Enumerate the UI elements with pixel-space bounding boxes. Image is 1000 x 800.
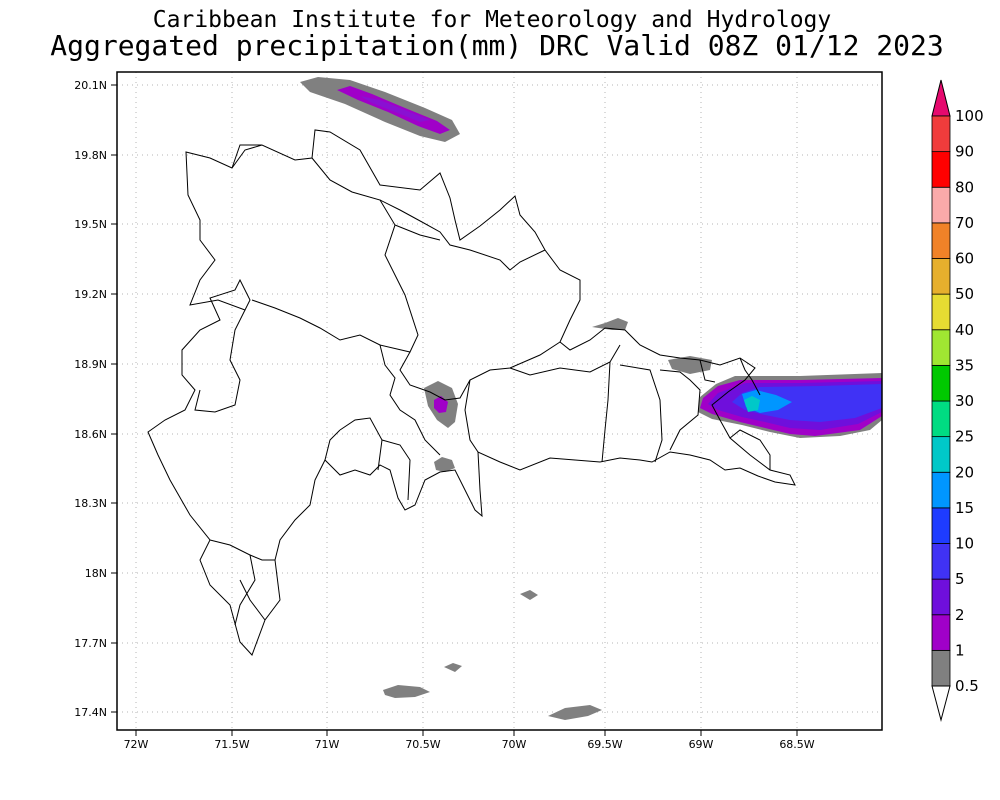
lat-tick-label: 20.1N	[74, 79, 107, 92]
precip-area-east-cyan	[744, 396, 760, 412]
precip-area-north-violet	[360, 96, 430, 122]
colorbar-swatch	[931, 578, 951, 616]
lon-axis: 72W 71.5W 71W 70.5W 70W 69.5W 69W 68.5W	[124, 730, 815, 751]
province-boundaries	[147, 129, 796, 656]
colorbar-level-label: 80	[955, 178, 974, 196]
colorbar-level-label: 2	[955, 606, 965, 624]
precip-area-gray-5	[444, 663, 462, 672]
colorbar-level-label: 50	[955, 285, 974, 303]
map-frame	[116, 71, 883, 731]
lat-axis: 20.1N 19.8N 19.5N 19.2N 18.9N 18.6N 18.3…	[74, 79, 117, 719]
precip-area-gray-4	[520, 590, 538, 600]
colorbar-swatch	[931, 507, 951, 544]
colorbar-level-label: 30	[955, 392, 974, 410]
lon-tick-label: 68.5W	[779, 738, 814, 751]
colorbar-swatch	[931, 471, 951, 509]
lon-tick-label: 69.5W	[587, 738, 622, 751]
lon-tick-label: 71.5W	[214, 738, 249, 751]
colorbar-swatch	[931, 614, 951, 651]
colorbar-swatch	[931, 400, 951, 438]
precip-area-gray-3	[434, 457, 455, 472]
colorbar-level-label: 35	[955, 356, 974, 374]
lon-tick-label: 70W	[502, 738, 527, 751]
lat-tick-label: 18.6N	[74, 428, 107, 441]
colorbar-level-label: 60	[955, 250, 974, 268]
lat-tick-label: 18.3N	[74, 497, 107, 510]
lat-tick-label: 19.5N	[74, 218, 107, 231]
colorbar-swatch	[931, 364, 951, 402]
colorbar-swatch	[931, 329, 951, 366]
precip-area-gray-1	[592, 318, 628, 330]
colorbar-level-label: 15	[955, 499, 974, 517]
colorbar-level-label: 100	[955, 107, 984, 125]
lon-tick-label: 70.5W	[405, 738, 440, 751]
lon-tick-label: 71W	[315, 738, 340, 751]
colorbar-level-label: 40	[955, 321, 974, 339]
lat-tick-label: 18.9N	[74, 358, 107, 371]
lat-tick-label: 19.8N	[74, 149, 107, 162]
colorbar-level-label: 25	[955, 428, 974, 446]
colorbar-bottom-arrow	[931, 685, 951, 722]
product-title: Aggregated precipitation(mm) DRC Valid 0…	[50, 29, 943, 62]
colorbar-swatch	[931, 293, 951, 331]
colorbar-swatch	[931, 543, 951, 580]
colorbar-swatch	[931, 436, 951, 473]
colorbar-level-label: 70	[955, 214, 974, 232]
map-panel: 20.1N 19.8N 19.5N 19.2N 18.9N 18.6N 18.3…	[74, 71, 883, 751]
colorbar-level-label: 90	[955, 143, 974, 161]
colorbar-swatch	[931, 649, 951, 687]
island-outline	[147, 129, 796, 656]
colorbar-level-label: 0.5	[955, 677, 979, 695]
lat-tick-label: 18N	[85, 567, 107, 580]
lat-tick-label: 17.7N	[74, 637, 107, 650]
institute-title: Caribbean Institute for Meteorology and …	[153, 7, 832, 33]
colorbar-swatch	[931, 222, 951, 259]
colorbar-level-label: 20	[955, 463, 974, 481]
precip-area-gray-6	[383, 685, 430, 698]
colorbar-top-arrow	[931, 79, 951, 117]
colorbar-level-label: 10	[955, 535, 974, 553]
lon-tick-label: 72W	[124, 738, 149, 751]
colorbar-swatch	[931, 115, 951, 153]
colorbar-level-label: 1	[955, 641, 965, 659]
colorbar-level-label: 5	[955, 570, 965, 588]
lon-tick-label: 69W	[689, 738, 714, 751]
precip-area-gray-7	[548, 705, 602, 720]
lat-tick-label: 19.2N	[74, 288, 107, 301]
colorbar-swatch	[931, 186, 951, 224]
colorbar-swatch	[931, 151, 951, 188]
lat-tick-label: 17.4N	[74, 706, 107, 719]
colorbar-swatch	[931, 258, 951, 295]
